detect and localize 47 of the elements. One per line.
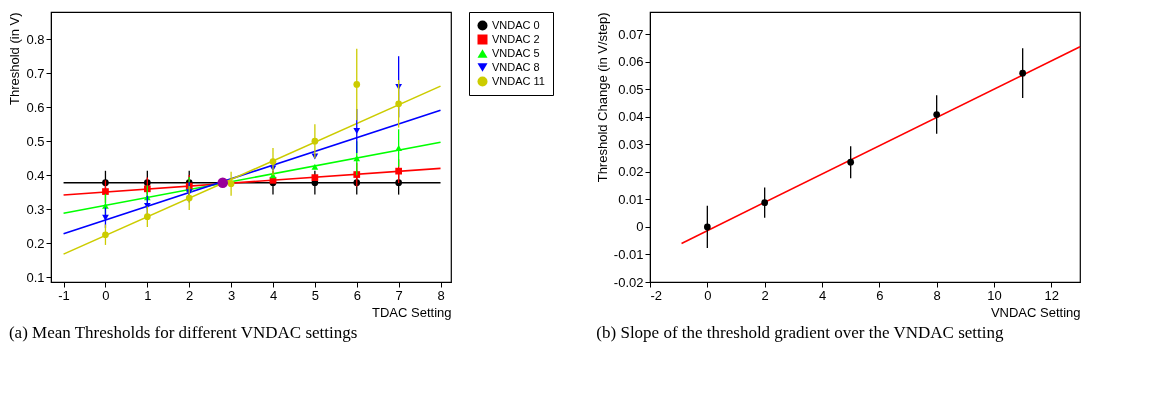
y-tick-label: 0.07 [618, 26, 644, 42]
y-tick-label: 0.06 [618, 54, 644, 70]
y-tick-label: 0.6 [26, 99, 45, 115]
y-tick-label: 0.7 [26, 65, 45, 81]
y-axis-title: Threshold (in V) [7, 12, 23, 105]
x-tick-label: 12 [1044, 287, 1060, 303]
y-tick-label: 0.02 [618, 164, 644, 180]
y-axis-title: Threshold Change (in V/step) [594, 12, 610, 183]
x-axis-title: TDAC Setting [372, 304, 452, 320]
x-tick-label: 7 [395, 287, 403, 303]
x-tick-label: 5 [311, 287, 319, 303]
x-tick-label: 0 [704, 287, 712, 303]
legend-label: VNDAC 2 [492, 32, 540, 45]
y-tick-label: 0.4 [26, 167, 45, 183]
x-tick-label: 6 [876, 287, 884, 303]
text: (a) Mean Thresholds for different VNDAC settings [8, 323, 358, 342]
y-tick-label: 0.03 [618, 136, 644, 152]
legend-label: VNDAC 5 [492, 46, 540, 59]
x-tick-label: -2 [650, 287, 663, 303]
y-tick-label: 0.01 [618, 191, 644, 207]
x-tick-label: 3 [227, 287, 236, 303]
x-tick-label: 2 [186, 287, 194, 303]
text: (b) Slope of the threshold gradient over the VNDAC setting [596, 323, 1005, 342]
x-axis-title: VNDAC Setting [990, 304, 1081, 320]
y-tick-label: 0.2 [26, 235, 45, 251]
x-tick-label: 1 [144, 287, 152, 303]
legend-label: VNDAC 11 [492, 74, 545, 87]
x-tick-label: 4 [269, 287, 278, 303]
legend-label: VNDAC 0 [492, 18, 540, 31]
y-tick-label: 0.04 [618, 109, 644, 125]
y-tick-label: 0 [636, 219, 644, 235]
x-tick-label: 4 [818, 287, 827, 303]
y-tick-label: 0.3 [26, 201, 45, 217]
y-tick-label: 0.1 [26, 269, 45, 285]
y-tick-label: 0.05 [618, 81, 644, 97]
x-tick-label: 8 [437, 287, 445, 303]
x-tick-label: 0 [102, 287, 110, 303]
x-tick-label: 8 [933, 287, 941, 303]
y-tick-label: 0.8 [26, 31, 45, 47]
x-tick-label: -1 [58, 287, 70, 303]
x-tick-label: 2 [761, 287, 769, 303]
y-tick-label: -0.02 [613, 274, 644, 290]
x-tick-label: 6 [353, 287, 361, 303]
x-tick-label: 10 [987, 287, 1002, 303]
y-tick-label: 0.5 [26, 133, 45, 149]
legend-label: VNDAC 8 [492, 60, 540, 73]
y-tick-label: -0.01 [613, 246, 644, 262]
